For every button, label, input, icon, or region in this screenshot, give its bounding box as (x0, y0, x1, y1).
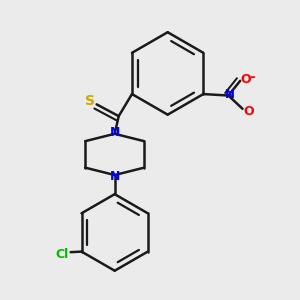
Text: S: S (85, 94, 95, 108)
Text: -: - (249, 70, 255, 84)
Text: N: N (110, 126, 120, 139)
Text: N: N (225, 88, 235, 101)
Text: Cl: Cl (56, 248, 69, 261)
Text: O: O (240, 73, 251, 86)
Text: O: O (243, 105, 254, 118)
Text: N: N (110, 170, 120, 183)
